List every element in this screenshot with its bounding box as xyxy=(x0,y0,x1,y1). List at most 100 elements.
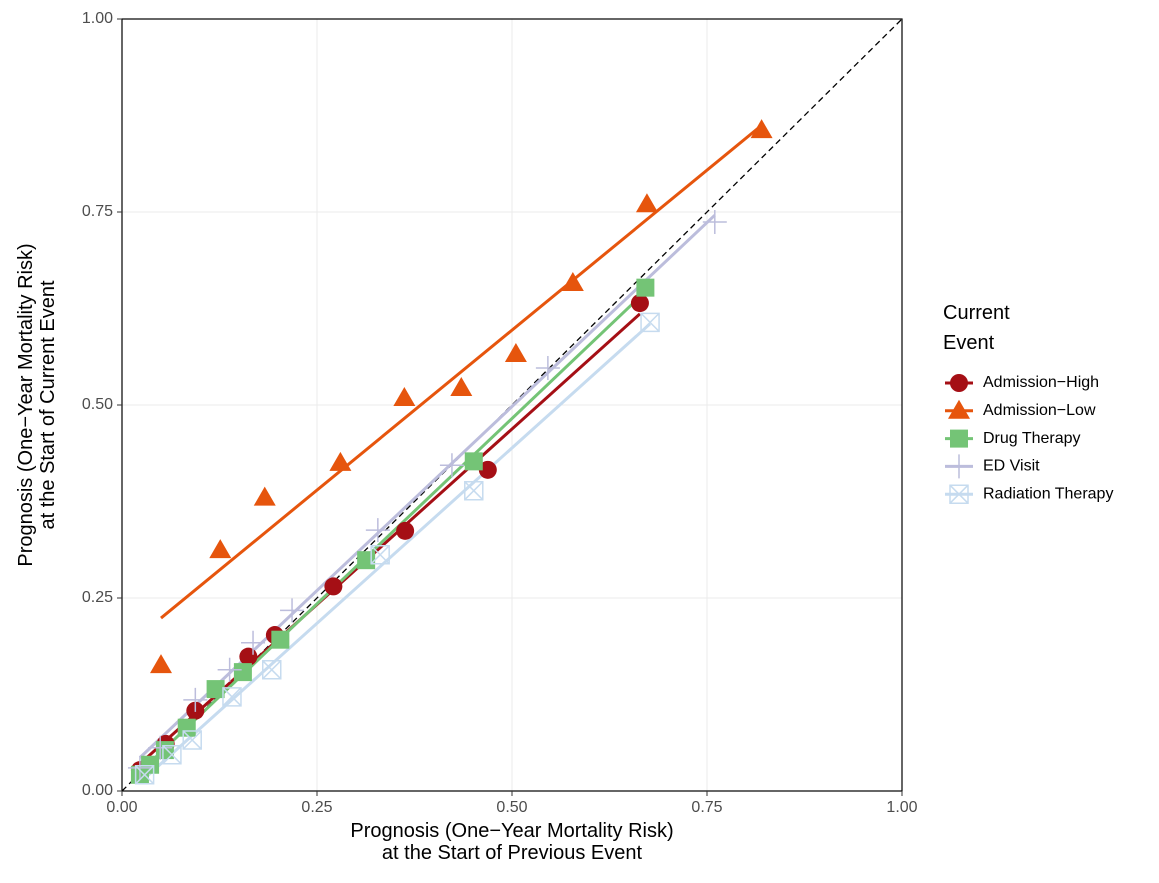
point-shape xyxy=(640,312,660,333)
point-shape xyxy=(949,484,969,504)
point-shape xyxy=(182,730,202,750)
point-shape xyxy=(233,663,252,682)
point-shape xyxy=(253,486,276,506)
point xyxy=(162,744,182,765)
point-shape xyxy=(504,343,527,363)
point-shape xyxy=(206,680,225,699)
point-shape xyxy=(280,598,305,623)
point-shape xyxy=(127,755,152,780)
legend-key xyxy=(950,429,968,448)
point xyxy=(206,680,225,699)
point xyxy=(535,355,560,380)
point xyxy=(209,539,232,559)
point xyxy=(241,630,266,655)
point xyxy=(357,551,376,570)
point-shape xyxy=(950,429,968,448)
legend-title: Current Event xyxy=(943,302,1010,354)
point-shape xyxy=(702,210,727,235)
point xyxy=(464,452,483,471)
point xyxy=(233,663,252,682)
point xyxy=(127,755,152,780)
point-shape xyxy=(636,278,655,297)
point-shape xyxy=(324,577,343,596)
point-shape xyxy=(950,374,968,392)
point-shape xyxy=(535,355,560,380)
legend-key xyxy=(950,374,968,392)
point-shape xyxy=(450,377,473,397)
point xyxy=(183,687,208,712)
point xyxy=(702,210,727,235)
point xyxy=(177,718,196,737)
point xyxy=(393,387,416,407)
point xyxy=(134,765,155,785)
marks xyxy=(121,18,903,792)
legend-key xyxy=(949,484,969,504)
point xyxy=(750,119,773,139)
point xyxy=(370,545,390,565)
point-shape xyxy=(148,735,173,760)
point-shape xyxy=(635,193,658,213)
point xyxy=(640,312,660,333)
x-axis-title: Prognosis (One−Year Mortality Risk) at th… xyxy=(350,820,673,864)
point-shape xyxy=(393,387,416,407)
point-shape xyxy=(271,630,290,649)
y-tick-label: 0.50 xyxy=(82,396,113,413)
point-shape xyxy=(478,460,497,479)
point-shape xyxy=(150,654,172,674)
y-tick-label: 1.00 xyxy=(82,10,113,27)
point xyxy=(148,735,173,760)
point-shape xyxy=(365,518,390,543)
point-shape xyxy=(177,718,196,737)
point-shape xyxy=(947,454,971,479)
x-tick-label: 0.50 xyxy=(496,799,527,816)
point-shape xyxy=(141,755,160,774)
point-shape xyxy=(241,630,266,655)
point-shape xyxy=(329,451,352,471)
point-shape xyxy=(209,539,232,559)
legend-label: Drug Therapy xyxy=(983,430,1081,447)
point-shape xyxy=(262,660,282,680)
point xyxy=(561,272,584,292)
point-shape xyxy=(370,545,390,565)
point xyxy=(630,294,649,313)
legend-key xyxy=(947,454,971,479)
point xyxy=(478,460,497,479)
fit-line xyxy=(160,124,763,620)
legend-label: ED Visit xyxy=(983,458,1040,475)
y-tick-label: 0.00 xyxy=(82,782,113,799)
point xyxy=(439,453,464,478)
point xyxy=(450,377,473,397)
point-shape xyxy=(464,480,484,501)
point-shape xyxy=(183,687,208,712)
point xyxy=(365,518,390,543)
x-tick-label: 0.00 xyxy=(106,799,137,816)
point xyxy=(280,598,305,623)
point-shape xyxy=(396,521,415,540)
point-shape xyxy=(561,272,584,292)
point xyxy=(271,630,290,649)
point xyxy=(636,278,655,297)
point-shape xyxy=(217,657,242,682)
point-shape xyxy=(630,294,649,313)
point-shape xyxy=(134,765,155,785)
y-tick-label: 0.25 xyxy=(82,589,113,606)
point xyxy=(396,521,415,540)
point-shape xyxy=(464,452,483,471)
legend-label: Admission−High xyxy=(983,374,1099,391)
point-shape xyxy=(439,453,464,478)
point xyxy=(324,577,343,596)
x-tick-label: 0.75 xyxy=(691,799,722,816)
point-shape xyxy=(162,744,182,765)
point-shape xyxy=(750,119,773,139)
point-shape xyxy=(948,399,970,419)
point xyxy=(253,486,276,506)
point xyxy=(222,687,242,707)
point xyxy=(635,193,658,213)
point xyxy=(504,343,527,363)
point-shape xyxy=(357,551,376,570)
point-shape xyxy=(239,647,258,666)
x-tick-label: 0.25 xyxy=(301,799,332,816)
legend-key xyxy=(948,399,970,419)
